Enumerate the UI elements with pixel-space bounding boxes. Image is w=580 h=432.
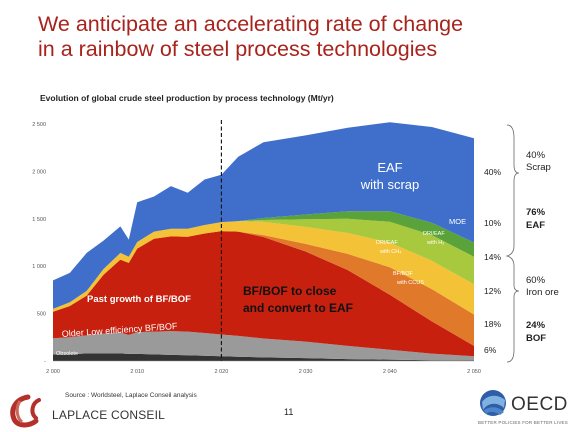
page-number: 11 bbox=[284, 407, 294, 417]
group-label-name: Scrap bbox=[526, 162, 551, 173]
label-ccus-line2: with CCUS bbox=[396, 280, 424, 286]
y-tick-label: 2 000 bbox=[32, 169, 46, 175]
share-label: 40% bbox=[484, 167, 501, 177]
source-note: Source : Worldsteel, Laplace Conseil ana… bbox=[65, 392, 197, 399]
label-dri-h2-line2: with H₂ bbox=[426, 240, 444, 246]
group-label-value: 40% bbox=[526, 150, 546, 161]
oecd-tagline: BETTER POLICIES FOR BETTER LIVES bbox=[478, 420, 568, 425]
area-series-obsolete bbox=[53, 353, 474, 361]
area-series-older-low-efficiency-bf-bof bbox=[53, 331, 474, 361]
y-tick-label: 1 000 bbox=[32, 264, 46, 270]
x-tick-label: 2 020 bbox=[215, 369, 229, 375]
group-bracket bbox=[505, 124, 520, 363]
label-dri-ch4-line2: with CH₄ bbox=[379, 249, 402, 255]
oecd-wordmark: OECD bbox=[511, 394, 568, 415]
x-tick-label: 2 040 bbox=[383, 369, 397, 375]
share-label: 6% bbox=[484, 345, 497, 355]
group-label-value: 76% bbox=[526, 207, 546, 218]
x-tick-label: 2 050 bbox=[467, 369, 481, 375]
oecd-logo bbox=[480, 390, 506, 416]
label-eaf-line2: with scrap bbox=[360, 177, 420, 192]
group-label-name: Iron ore bbox=[526, 287, 559, 298]
share-label: 12% bbox=[484, 286, 501, 296]
stacked-area-chart: 2 000 2 010 2 020 2 030 2 040 2 050 - 500 1 000 1… bbox=[32, 120, 559, 375]
area-series-bf-bof bbox=[53, 231, 474, 357]
label-eaf-line1: EAF bbox=[377, 160, 402, 175]
chart-title: Evolution of global crude steel producti… bbox=[40, 93, 334, 103]
x-tick-label: 2 030 bbox=[299, 369, 313, 375]
area-series-bf-bof-with-ccus bbox=[53, 231, 474, 346]
label-bf-bof-close-line2: and convert to EAF bbox=[243, 301, 353, 315]
group-label-value: 24% bbox=[526, 320, 546, 331]
area-series-dri-eaf-with-ch4 bbox=[53, 221, 474, 315]
share-label: 14% bbox=[484, 252, 501, 262]
label-moe: MOE bbox=[449, 217, 466, 226]
group-label-name: EAF bbox=[526, 220, 545, 231]
y-tick-label: 2 500 bbox=[32, 122, 46, 128]
area-series-eaf-with-scrap bbox=[53, 122, 474, 309]
label-obsolete: Obsolete bbox=[56, 351, 78, 357]
y-tick-label: 500 bbox=[37, 312, 46, 318]
slide-title: We anticipate an accelerating rate of ch… bbox=[38, 12, 558, 62]
share-label: 10% bbox=[484, 218, 501, 228]
axes-group: 2 000 2 010 2 020 2 030 2 040 2 050 - 500 1 000 1… bbox=[32, 120, 481, 375]
group-label-name: BOF bbox=[526, 333, 546, 344]
label-past-growth: Past growth of BF/BOF bbox=[87, 294, 191, 305]
y-tick-label: - bbox=[44, 359, 46, 365]
label-ccus-line1: BF/BOF bbox=[393, 271, 414, 277]
x-tick-label: 2 010 bbox=[130, 369, 144, 375]
share-label: 18% bbox=[484, 319, 501, 329]
slide-title-line-2: in a rainbow of steel process technologi… bbox=[38, 37, 438, 61]
laplace-conseil-wordmark: LAPLACE CONSEIL bbox=[52, 408, 166, 422]
label-dri-h2-line1: DRI/EAF bbox=[423, 231, 445, 237]
y-tick-label: 1 500 bbox=[32, 217, 46, 223]
label-dri-ch4-line1: DRI/EAF bbox=[376, 240, 398, 246]
area-series-group bbox=[53, 122, 474, 361]
laplace-conseil-logo bbox=[10, 394, 41, 428]
group-label-value: 60% bbox=[526, 275, 546, 286]
x-tick-label: 2 000 bbox=[46, 369, 60, 375]
label-bf-bof-close-line1: BF/BOF to close bbox=[243, 284, 337, 298]
slide-title-line-1: We anticipate an accelerating rate of ch… bbox=[38, 12, 464, 36]
